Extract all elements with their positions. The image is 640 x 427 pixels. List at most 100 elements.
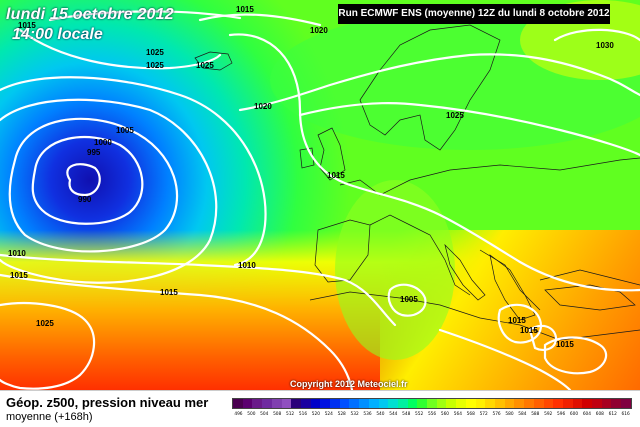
isobar-label: 990 [78,195,92,204]
forecast-date: lundi 15 octobre 2012 [6,6,174,23]
isobar-label: 1015 [327,171,345,180]
color-scale-swatch [485,399,495,408]
color-scale-swatch [533,399,544,408]
color-scale-swatch [456,399,466,408]
color-scale-tick: 508 [273,412,282,417]
color-scale-tick: 560 [440,412,450,417]
isobar-label: 1005 [400,295,418,304]
field-trough [335,180,455,360]
coast-iberia [314,219,371,283]
color-scale-tick: 516 [298,412,308,417]
color-scale-swatch [397,399,408,408]
color-scale-tick: 568 [466,412,475,417]
forecast-time: 14:00 locale [12,26,103,43]
color-scale-swatch [553,399,563,408]
color-scale-swatch [572,399,583,408]
color-scale-tick: 544 [389,412,398,417]
color-scale-tick: 576 [492,412,501,417]
isobar-label: 1025 [446,111,464,120]
isobar-label: 1025 [146,48,164,57]
color-scale-swatch [233,399,243,408]
color-scale-tick: 548 [402,412,411,417]
coast-turkey [544,284,636,311]
isobar-1025-north [18,28,222,70]
color-scale-ticks: 496 500 504 508 512 516 520 524 528 532 536 540 544 5… [232,412,632,422]
isobar-label: 1015 [236,5,254,14]
legend-subtitle: moyenne (+168h) [6,411,93,423]
copyright-text: Copyright 2012 Meteociel.fr [290,379,408,389]
isobar-label: 1015 [10,271,28,280]
color-scale-swatch [349,399,360,408]
color-scale-swatch [504,399,515,408]
color-scale-swatch [262,399,272,408]
isobar-1005 [0,98,218,284]
color-scale-swatch [242,399,253,408]
isobar-label: 1025 [196,61,214,70]
isobar-label: 1015 [508,316,526,325]
color-scale-swatch [388,399,398,408]
color-scale-tick: 524 [324,412,333,417]
color-scale-tick: 604 [582,412,592,417]
isobar-label: 1005 [116,126,134,135]
legend-title: Géop. z500, pression niveau mer [6,395,209,410]
color-scale-swatch [368,399,379,408]
color-scale-tick: 592 [544,412,553,417]
color-scale-tick: 588 [531,412,540,417]
isobar-1015-levant [543,336,608,375]
color-scale-tick: 504 [260,412,269,417]
color-scale-swatch [310,399,321,408]
color-scale-swatch [475,399,486,408]
isobar-label: 1015 [18,21,36,30]
isobar-label: 1010 [8,249,26,258]
isobar-1010-mid [0,253,397,327]
color-scale-tick: 496 [234,412,243,417]
color-scale-swatch [543,399,554,408]
color-scale-swatch [291,399,301,408]
color-scale-swatch [378,399,389,408]
color-scale-swatch [465,399,476,408]
isobars [0,10,640,390]
isobar-1015-aegean [497,303,558,351]
color-scale-swatch [494,399,505,408]
color-scale-tick: 612 [608,412,617,417]
isobar-1030 [553,28,640,42]
isobar-label: 1025 [146,61,164,70]
isobar-label: 1020 [310,26,328,35]
isobar-1025-sw [0,302,96,390]
coast-italy [444,243,486,301]
color-scale-tick: 520 [311,412,320,417]
color-scale-swatch [582,399,593,408]
isobar-995 [31,135,144,225]
color-scale-swatch [407,399,418,408]
color-scale-swatch [339,399,350,408]
color-scale-tick: 584 [518,412,527,417]
color-scale-tick: 552 [415,412,424,417]
isobar-label: 1015 [520,326,538,335]
coast-europe [339,157,640,311]
isobar-990 [66,163,101,197]
color-scale-tick: 500 [247,412,256,417]
isobar-1010-africa [438,328,572,390]
color-scale-tick: 596 [557,412,566,417]
isobar-1020-north [48,10,242,22]
isobar-label: 1025 [36,319,54,328]
color-scale-swatch [359,399,369,408]
isobar-1025-east [298,101,640,157]
color-scale-swatch [320,399,331,408]
isobar-1015-south [0,273,354,390]
isobar-labels: 1015 1015 1020 1025 1025 1025 1030 1020 … [8,5,614,349]
isobar-label: 995 [87,148,101,157]
isobar-1010-west [0,76,267,267]
color-scale-tick: 572 [479,412,488,417]
color-scale-tick: 580 [505,412,514,417]
color-scale-swatch [601,399,612,408]
color-scale-tick: 540 [376,412,385,417]
isobar-label: 1020 [254,102,272,111]
color-scale-tick: 564 [453,412,462,417]
color-scale-swatch [446,399,457,408]
color-scale-swatch [417,399,428,408]
isobar-label: 1000 [94,138,112,147]
color-scale-tick: 608 [595,412,604,417]
color-scale-swatch [427,399,437,408]
color-scale-swatch [592,399,602,408]
